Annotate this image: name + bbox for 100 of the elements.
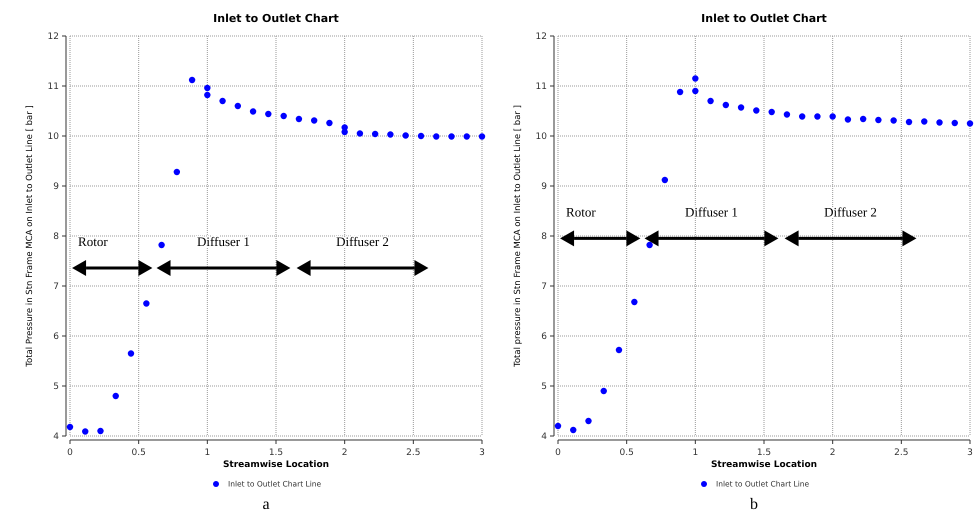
point [296, 116, 302, 122]
y-tick-label: 7 [53, 282, 59, 292]
point [692, 88, 699, 94]
point [585, 418, 592, 424]
y-tick-label: 4 [541, 432, 548, 442]
point [464, 133, 470, 140]
point [341, 128, 348, 136]
x-tick-label: 0 [67, 448, 74, 458]
x-tick-label: 1.5 [268, 448, 284, 458]
point [707, 98, 714, 104]
point [204, 84, 211, 92]
y-axis-title: Total pressure in Stn Frame MCA on Inlet to Outlet Line [ bar ] [513, 105, 523, 368]
annotation: Diffuser 2 [824, 204, 877, 220]
point [280, 112, 287, 120]
point [418, 132, 424, 140]
point [646, 242, 653, 248]
chart-title: Inlet to Outlet Chart [701, 12, 827, 25]
y-tick-label: 8 [541, 232, 548, 242]
point [554, 422, 562, 430]
point [478, 133, 486, 140]
text: b [750, 496, 758, 512]
y-tick-label: 5 [541, 382, 547, 392]
y-tick-label: 12 [536, 32, 547, 42]
point [234, 102, 242, 110]
x-tick-label: 0 [555, 448, 562, 458]
point [570, 426, 576, 434]
point [829, 113, 836, 120]
x-tick-label: 3 [967, 448, 973, 458]
point [250, 108, 256, 115]
point [97, 428, 104, 434]
point [310, 117, 318, 124]
y-tick-label: 5 [53, 382, 59, 392]
point [600, 388, 607, 394]
point [66, 424, 74, 430]
y-axis-title: Total Pressure in Stn Frame MCA on Inlet to Outlet Line [ bar ] [25, 105, 35, 368]
point [82, 428, 88, 435]
point [372, 130, 378, 138]
point [631, 298, 638, 306]
y-tick-label: 9 [541, 182, 548, 192]
point [798, 113, 806, 120]
x-tick-label: 1.5 [756, 448, 772, 458]
point [433, 133, 440, 140]
y-tick-label: 10 [48, 132, 60, 142]
point [844, 116, 852, 123]
x-tick-label: 1 [692, 448, 698, 458]
point [188, 76, 196, 84]
x-tick-label: 3 [479, 448, 485, 458]
y-tick-label: 11 [536, 82, 547, 92]
point [768, 108, 775, 116]
point [112, 392, 119, 400]
point [921, 118, 928, 125]
point [174, 168, 180, 176]
point [890, 117, 897, 124]
point [448, 133, 455, 140]
point [952, 120, 958, 126]
annotation: Rotor [78, 234, 108, 249]
x-tick-label: 1 [204, 448, 210, 458]
x-axis-title: Streamwise Location [710, 460, 818, 470]
point [784, 111, 790, 118]
point [906, 118, 912, 126]
x-tick-label: 2.5 [894, 448, 908, 458]
point [753, 107, 760, 114]
x-tick-label: 2.5 [406, 448, 420, 458]
y-tick-label: 8 [53, 232, 60, 242]
point [616, 346, 622, 354]
point [265, 110, 272, 118]
point [676, 88, 684, 96]
text: a [262, 496, 270, 512]
point [936, 119, 943, 126]
y-tick-label: 6 [53, 332, 60, 342]
annotation: Diffuser 1 [685, 204, 738, 220]
point [814, 113, 821, 120]
point [875, 116, 882, 124]
point [387, 131, 394, 138]
point [402, 132, 409, 139]
point [128, 350, 134, 357]
y-tick-label: 11 [48, 82, 59, 92]
y-tick-label: 12 [48, 32, 59, 42]
point [966, 120, 974, 127]
x-tick-label: 2 [830, 448, 836, 458]
point [722, 102, 730, 108]
y-tick-label: 6 [541, 332, 548, 342]
annotation: Diffuser 1 [197, 234, 250, 249]
point [219, 98, 226, 104]
x-tick-label: 0.5 [132, 448, 146, 458]
point [662, 176, 668, 184]
point [326, 120, 333, 126]
annotation: Rotor [566, 204, 596, 220]
y-tick-label: 7 [541, 282, 547, 292]
y-tick-label: 10 [536, 132, 548, 142]
point [204, 92, 211, 98]
x-axis-title: Streamwise Location [222, 460, 330, 470]
annotation: Diffuser 2 [336, 234, 389, 249]
point [158, 242, 165, 248]
y-tick-label: 4 [53, 432, 60, 442]
point [356, 130, 364, 137]
x-tick-label: 0.5 [620, 448, 634, 458]
point [860, 116, 866, 122]
chart-title: Inlet to Outlet Chart [213, 12, 339, 25]
y-tick-label: 9 [53, 182, 60, 192]
